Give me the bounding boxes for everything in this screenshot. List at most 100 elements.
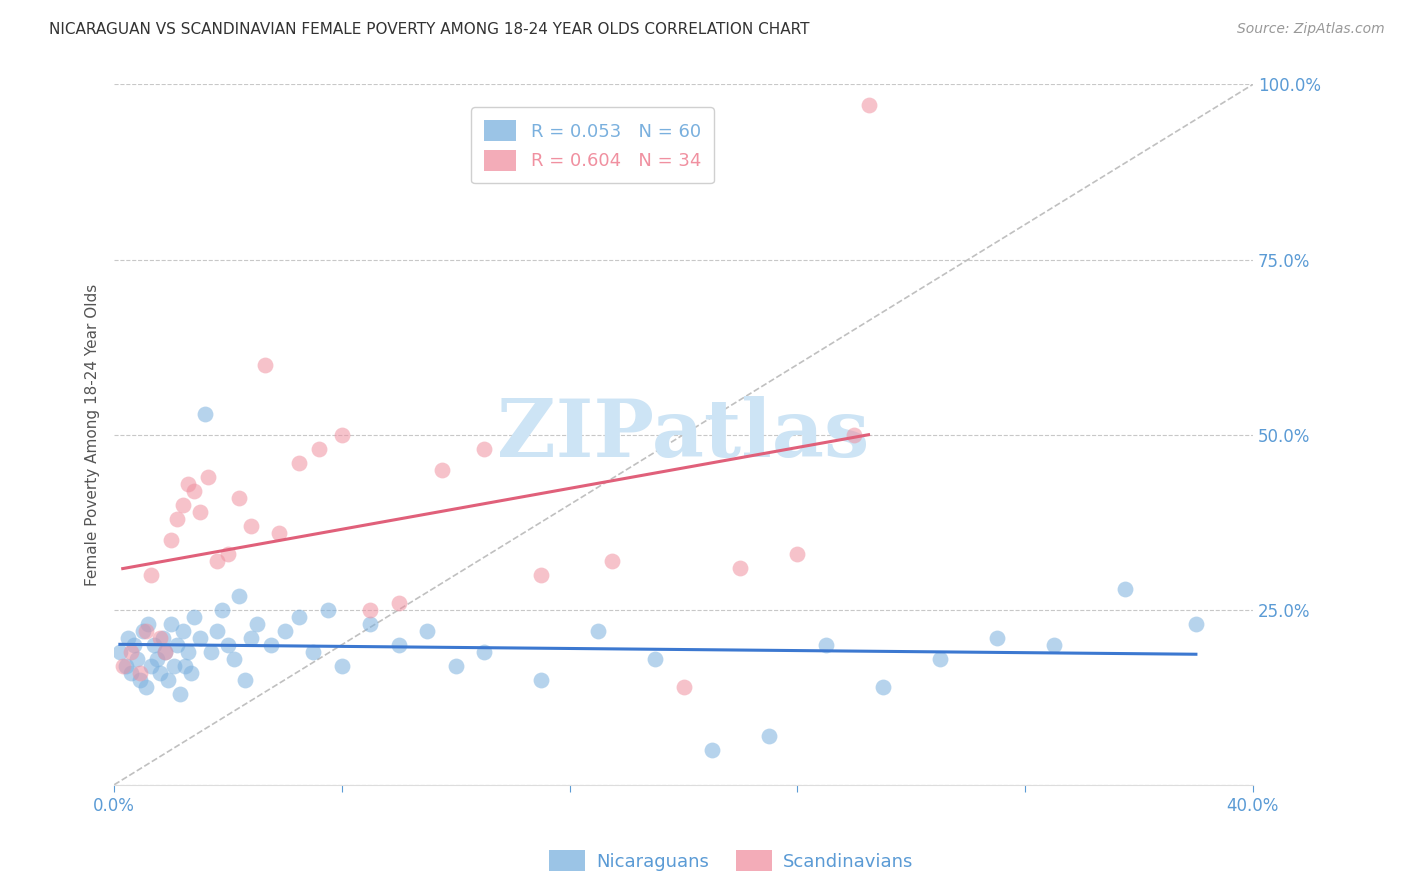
- Text: Source: ZipAtlas.com: Source: ZipAtlas.com: [1237, 22, 1385, 37]
- Point: [166, 638, 188, 652]
- Point: [149, 665, 172, 680]
- Point: [302, 645, 325, 659]
- Point: [330, 658, 353, 673]
- Point: [844, 427, 866, 442]
- Legend: R = 0.053   N = 60, R = 0.604   N = 34: R = 0.053 N = 60, R = 0.604 N = 34: [471, 107, 714, 184]
- Point: [1042, 638, 1064, 652]
- Point: [672, 680, 695, 694]
- Point: [134, 680, 156, 694]
- Point: [308, 442, 330, 456]
- Point: [172, 498, 194, 512]
- Point: [274, 624, 297, 638]
- Point: [141, 658, 163, 673]
- Point: [245, 616, 267, 631]
- Legend: Nicaraguans, Scandinavians: Nicaraguans, Scandinavians: [541, 843, 921, 879]
- Point: [197, 469, 219, 483]
- Point: [169, 687, 191, 701]
- Point: [872, 680, 894, 694]
- Point: [149, 631, 172, 645]
- Point: [644, 651, 666, 665]
- Point: [359, 616, 381, 631]
- Point: [530, 567, 553, 582]
- Point: [188, 631, 211, 645]
- Point: [183, 483, 205, 498]
- Point: [125, 651, 148, 665]
- Point: [254, 358, 277, 372]
- Point: [108, 645, 131, 659]
- Point: [183, 609, 205, 624]
- Point: [928, 651, 950, 665]
- Point: [128, 665, 150, 680]
- Point: [758, 729, 780, 743]
- Point: [530, 673, 553, 687]
- Point: [814, 638, 837, 652]
- Point: [416, 624, 439, 638]
- Point: [131, 624, 153, 638]
- Point: [858, 98, 880, 112]
- Point: [316, 602, 339, 616]
- Text: ZIPatlas: ZIPatlas: [498, 395, 870, 474]
- Point: [217, 547, 239, 561]
- Point: [117, 631, 139, 645]
- Point: [288, 456, 311, 470]
- Point: [166, 511, 188, 525]
- Point: [111, 658, 134, 673]
- Point: [163, 658, 186, 673]
- Point: [217, 638, 239, 652]
- Point: [174, 658, 197, 673]
- Point: [134, 624, 156, 638]
- Point: [160, 616, 183, 631]
- Point: [228, 589, 250, 603]
- Point: [1185, 616, 1208, 631]
- Point: [128, 673, 150, 687]
- Point: [138, 616, 160, 631]
- Point: [472, 442, 495, 456]
- Point: [269, 525, 291, 540]
- Point: [120, 645, 142, 659]
- Point: [330, 427, 353, 442]
- Text: NICARAGUAN VS SCANDINAVIAN FEMALE POVERTY AMONG 18-24 YEAR OLDS CORRELATION CHAR: NICARAGUAN VS SCANDINAVIAN FEMALE POVERT…: [49, 22, 810, 37]
- Point: [430, 462, 453, 476]
- Point: [120, 665, 142, 680]
- Point: [177, 476, 200, 491]
- Point: [786, 547, 808, 561]
- Point: [152, 631, 174, 645]
- Point: [472, 645, 495, 659]
- Point: [143, 638, 166, 652]
- Point: [172, 624, 194, 638]
- Point: [239, 631, 262, 645]
- Point: [114, 658, 136, 673]
- Point: [444, 658, 467, 673]
- Point: [177, 645, 200, 659]
- Point: [730, 560, 752, 574]
- Point: [228, 491, 250, 505]
- Point: [155, 645, 177, 659]
- Point: [200, 645, 222, 659]
- Point: [359, 602, 381, 616]
- Point: [141, 567, 163, 582]
- Point: [157, 673, 180, 687]
- Point: [986, 631, 1008, 645]
- Point: [388, 638, 411, 652]
- Point: [222, 651, 245, 665]
- Point: [205, 554, 228, 568]
- Point: [180, 665, 202, 680]
- Point: [700, 743, 723, 757]
- Point: [233, 673, 256, 687]
- Point: [205, 624, 228, 638]
- Point: [388, 596, 411, 610]
- Point: [239, 518, 262, 533]
- Y-axis label: Female Poverty Among 18-24 Year Olds: Female Poverty Among 18-24 Year Olds: [86, 284, 100, 586]
- Point: [122, 638, 145, 652]
- Point: [188, 505, 211, 519]
- Point: [146, 651, 169, 665]
- Point: [194, 407, 217, 421]
- Point: [260, 638, 283, 652]
- Point: [211, 602, 233, 616]
- Point: [155, 645, 177, 659]
- Point: [586, 624, 609, 638]
- Point: [288, 609, 311, 624]
- Point: [602, 554, 624, 568]
- Point: [1114, 582, 1136, 596]
- Point: [160, 533, 183, 547]
